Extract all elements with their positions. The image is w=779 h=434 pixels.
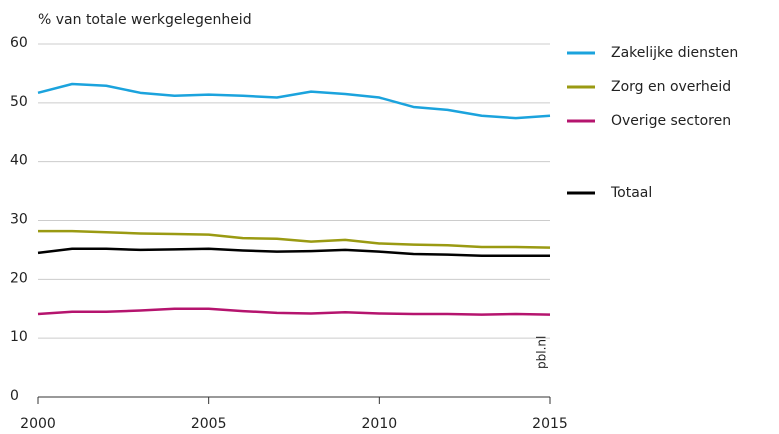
x-tick-label: 2010 (362, 416, 398, 432)
y-tick-label: 40 (10, 153, 28, 169)
x-tick-label: 2015 (532, 416, 568, 432)
legend-label: Overige sectoren (611, 113, 731, 129)
y-tick-label: 50 (10, 94, 28, 110)
x-tick-label: 2000 (20, 416, 56, 432)
line-series (37, 247, 550, 258)
x-tick-label: 2005 (191, 416, 227, 432)
line-series (38, 229, 551, 249)
y-tick-label: 30 (10, 212, 28, 228)
y-tick-label: 60 (10, 35, 28, 51)
y-tick-label: 10 (10, 329, 28, 345)
legend-label: Totaal (610, 185, 652, 201)
legend-label: Zorg en overheid (611, 79, 731, 95)
y-tick-label: 0 (10, 388, 19, 404)
line-series (37, 307, 551, 316)
legend-label: Zakelijke diensten (611, 45, 738, 61)
watermark: pbl.nl (535, 336, 549, 369)
line-series (37, 82, 551, 120)
y-tick-label: 20 (10, 270, 28, 286)
y-axis-label: % van totale werkgelegenheid (38, 12, 252, 28)
